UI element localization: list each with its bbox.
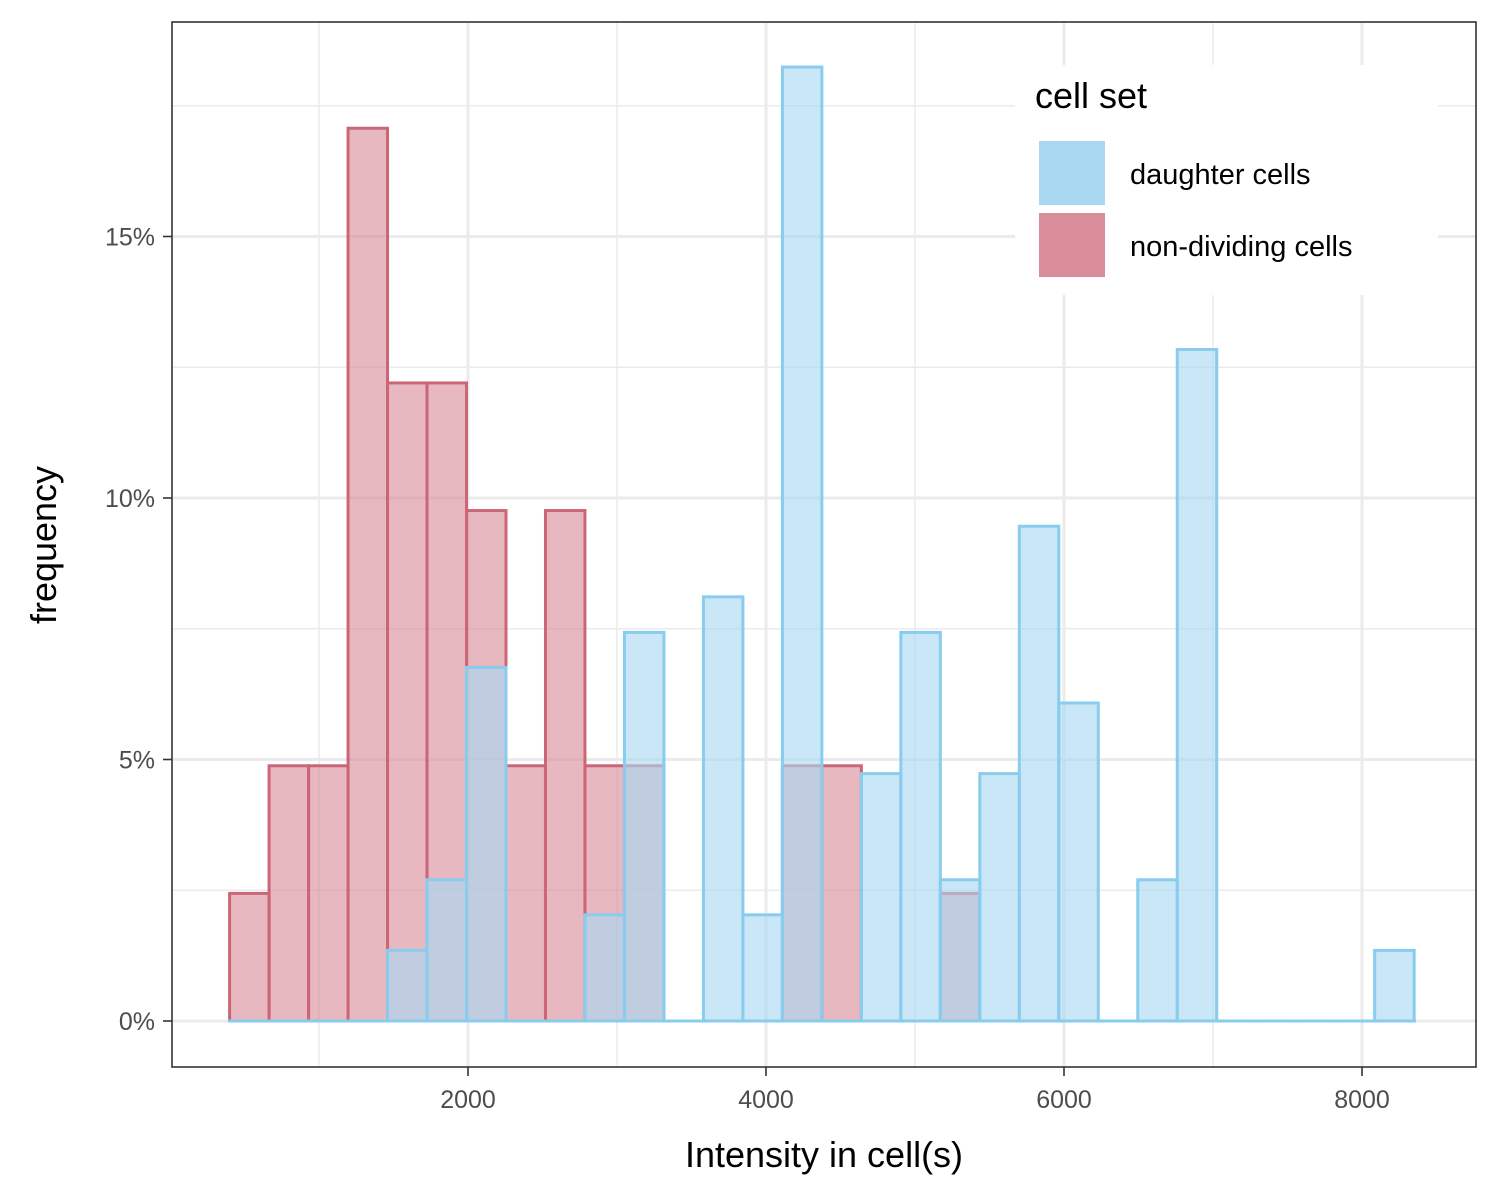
x-axis-title: Intensity in cell(s) (685, 1134, 963, 1175)
bar-daughter-cells-29 (1373, 948, 1416, 1023)
bar-daughter-cells-21 (1057, 701, 1100, 1023)
bar-daughter-cells-19 (978, 772, 1021, 1023)
histogram-bars (228, 65, 1416, 1023)
bar-daughter-cells-20 (1017, 524, 1061, 1023)
bar-daughter-cells-17 (899, 630, 942, 1023)
bar-non-dividing-cells-15 (820, 764, 863, 1023)
y-tick-label: 0% (119, 1008, 155, 1036)
x-tick-label: 2000 (440, 1086, 496, 1114)
bar-daughter-cells-18 (938, 878, 982, 1023)
bar-daughter-cells-9 (583, 913, 626, 1023)
x-tick-label: 4000 (738, 1086, 794, 1114)
bar-daughter-cells-6 (465, 665, 508, 1023)
legend-label-daughter-cells: daughter cells (1130, 159, 1311, 191)
panel-border (171, 21, 1477, 1068)
y-tick-label: 10% (105, 485, 155, 513)
y-tick-label: 5% (119, 747, 155, 775)
legend-title: cell set (1035, 75, 1147, 116)
axes: 2000 4000 6000 8000 0% 5% 10% 15% (105, 224, 1390, 1115)
bar-daughter-cells-13 (741, 913, 784, 1023)
bar-non-dividing-cells-1 (267, 764, 311, 1023)
y-tick-label: 15% (105, 224, 155, 252)
bar-non-dividing-cells-0 (228, 891, 271, 1023)
x-tick-label: 8000 (1334, 1086, 1390, 1114)
bar-non-dividing-cells-2 (307, 764, 350, 1023)
bar-daughter-cells-5 (425, 878, 469, 1023)
legend-key-daughter-cells (1039, 141, 1105, 205)
x-tick-label: 6000 (1036, 1086, 1092, 1114)
bar-daughter-cells-24 (1175, 347, 1219, 1023)
bar-daughter-cells-14 (780, 65, 824, 1023)
bar-daughter-cells-23 (1136, 878, 1179, 1023)
bar-daughter-cells-16 (859, 772, 903, 1023)
legend-key-non-dividing-cells (1039, 213, 1105, 277)
bar-daughter-cells-12 (701, 595, 745, 1023)
bar-non-dividing-cells-8 (543, 509, 587, 1023)
series-daughter-cells (228, 65, 1416, 1023)
legend-label-non-dividing-cells: non-dividing cells (1130, 231, 1352, 263)
bar-non-dividing-cells-7 (504, 764, 547, 1023)
y-axis-title: frequency (23, 466, 64, 624)
bar-non-dividing-cells-4 (386, 381, 429, 1023)
bar-daughter-cells-10 (622, 630, 666, 1023)
legend: cell set daughter cells non-dividing cel… (1015, 65, 1438, 295)
bar-non-dividing-cells-3 (346, 126, 390, 1023)
bar-daughter-cells-4 (386, 948, 429, 1023)
